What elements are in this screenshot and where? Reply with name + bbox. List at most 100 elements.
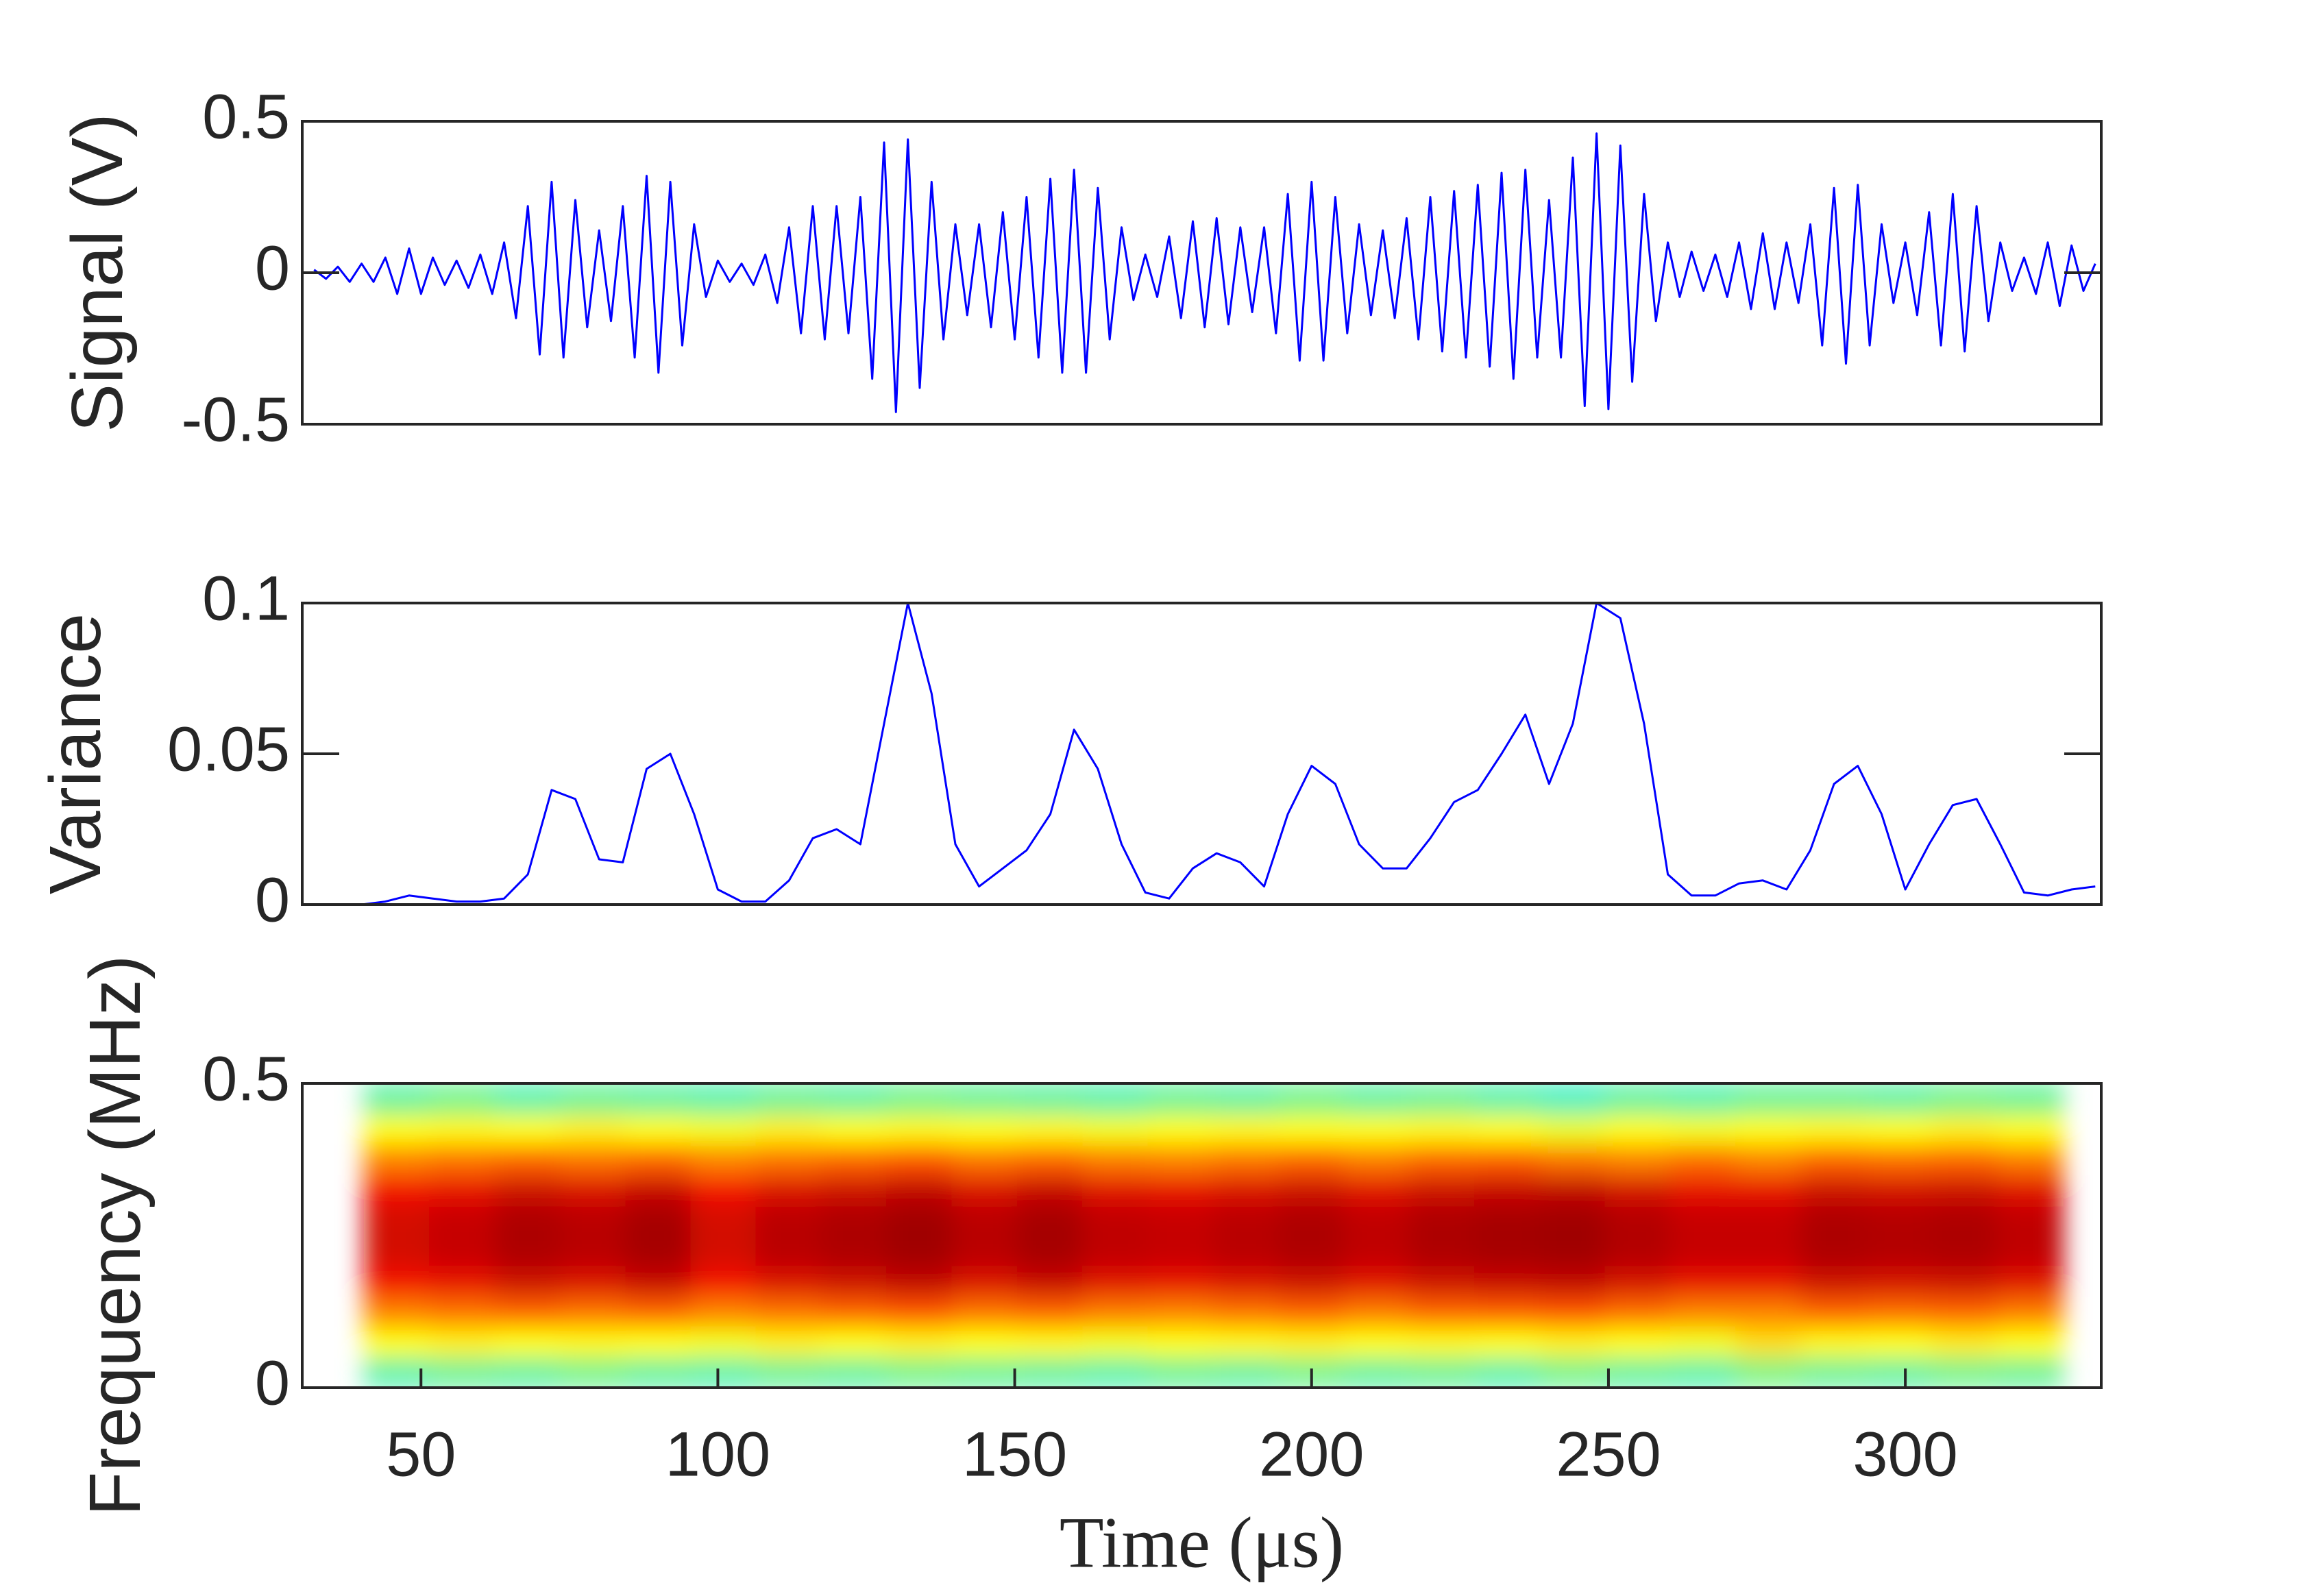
heatmap-cell bbox=[559, 1083, 627, 1115]
heatmap-cell bbox=[363, 1083, 431, 1115]
heatmap-cell bbox=[363, 1326, 431, 1358]
x-tick-label: 250 bbox=[1556, 1419, 1661, 1489]
heatmap-cell bbox=[1735, 1143, 1802, 1176]
heatmap-cell bbox=[1735, 1204, 1802, 1236]
heatmap-cell bbox=[429, 1113, 496, 1145]
heatmap-cell bbox=[1343, 1295, 1410, 1328]
heatmap-cell bbox=[1931, 1083, 1998, 1115]
heatmap-cell bbox=[1212, 1204, 1280, 1236]
heatmap-cell bbox=[1147, 1174, 1214, 1206]
heatmap-cell bbox=[1147, 1295, 1214, 1328]
heatmap bbox=[363, 1083, 2064, 1388]
heatmap-cell bbox=[1082, 1265, 1149, 1297]
heatmap-cell bbox=[1539, 1204, 1606, 1236]
heatmap-cell bbox=[1278, 1143, 1345, 1176]
heatmap-cell bbox=[1800, 1295, 1868, 1328]
heatmap-cell bbox=[494, 1235, 561, 1267]
heatmap-cell bbox=[1408, 1143, 1476, 1176]
heatmap-cell bbox=[1539, 1174, 1606, 1206]
heatmap-cell bbox=[363, 1204, 431, 1236]
heatmap-cell bbox=[1343, 1174, 1410, 1206]
y-tick-label: 0 bbox=[255, 1348, 290, 1418]
heatmap-cell bbox=[1931, 1356, 1998, 1388]
heatmap-cell bbox=[821, 1143, 888, 1176]
heatmap-cell bbox=[1996, 1265, 2064, 1297]
heatmap-cell bbox=[951, 1356, 1018, 1388]
y-tick-label: 0 bbox=[255, 865, 290, 935]
heatmap-cell bbox=[625, 1143, 692, 1176]
heatmap-cell bbox=[690, 1265, 757, 1297]
heatmap-cell bbox=[559, 1174, 627, 1206]
y-tick-label: -0.5 bbox=[181, 384, 290, 454]
heatmap-cell bbox=[1212, 1143, 1280, 1176]
heatmap-cell bbox=[429, 1083, 496, 1115]
heatmap-cell bbox=[1865, 1083, 1933, 1115]
heatmap-cell bbox=[1343, 1326, 1410, 1358]
heatmap-cell bbox=[363, 1235, 431, 1267]
x-tick-label: 300 bbox=[1852, 1419, 1958, 1489]
y-tick-label: 0.5 bbox=[202, 82, 290, 151]
heatmap-cell bbox=[1735, 1113, 1802, 1145]
heatmap-cell bbox=[1539, 1295, 1606, 1328]
heatmap-cell bbox=[559, 1295, 627, 1328]
heatmap-cell bbox=[1278, 1083, 1345, 1115]
heatmap-cell bbox=[1147, 1083, 1214, 1115]
heatmap-cell bbox=[363, 1143, 431, 1176]
heatmap-cell bbox=[886, 1204, 953, 1236]
heatmap-cell bbox=[1996, 1083, 2064, 1115]
heatmap-cell bbox=[1474, 1295, 1541, 1328]
heatmap-cell bbox=[1212, 1265, 1280, 1297]
heatmap-cell bbox=[1931, 1265, 1998, 1297]
heatmap-cell bbox=[1539, 1083, 1606, 1115]
heatmap-cell bbox=[886, 1295, 953, 1328]
heatmap-cell bbox=[951, 1174, 1018, 1206]
heatmap-cell bbox=[1082, 1083, 1149, 1115]
heatmap-cell bbox=[494, 1083, 561, 1115]
heatmap-cell bbox=[1082, 1356, 1149, 1388]
heatmap-cell bbox=[1016, 1265, 1084, 1297]
heatmap-cell bbox=[559, 1356, 627, 1388]
heatmap-cell bbox=[625, 1083, 692, 1115]
heatmap-cell bbox=[1474, 1235, 1541, 1267]
heatmap-cell bbox=[1996, 1326, 2064, 1358]
heatmap-cell bbox=[1800, 1204, 1868, 1236]
heatmap-cell bbox=[1669, 1113, 1737, 1145]
heatmap-cell bbox=[1016, 1326, 1084, 1358]
heatmap-cell bbox=[1343, 1356, 1410, 1388]
heatmap-cell bbox=[1408, 1235, 1476, 1267]
heatmap-cell bbox=[429, 1235, 496, 1267]
heatmap-cell bbox=[1016, 1235, 1084, 1267]
y-axis-label: Signal (V) bbox=[57, 113, 138, 432]
heatmap-cell bbox=[755, 1174, 823, 1206]
heatmap-cell bbox=[625, 1356, 692, 1388]
axes-box bbox=[301, 120, 2103, 426]
heatmap-cell bbox=[1604, 1326, 1672, 1358]
heatmap-cell bbox=[1147, 1235, 1214, 1267]
heatmap-cell bbox=[1865, 1113, 1933, 1145]
data-line bbox=[313, 132, 2096, 413]
heatmap-cell bbox=[429, 1295, 496, 1328]
heatmap-cell bbox=[1735, 1265, 1802, 1297]
heatmap-cell bbox=[1604, 1204, 1672, 1236]
heatmap-cell bbox=[429, 1174, 496, 1206]
heatmap-cell bbox=[1147, 1204, 1214, 1236]
heatmap-cell bbox=[690, 1204, 757, 1236]
heatmap-cell bbox=[1539, 1235, 1606, 1267]
heatmap-cell bbox=[1082, 1235, 1149, 1267]
heatmap-cell bbox=[363, 1113, 431, 1145]
heatmap-cell bbox=[1278, 1265, 1345, 1297]
heatmap-cell bbox=[363, 1295, 431, 1328]
heatmap-cell bbox=[429, 1326, 496, 1358]
heatmap-cell bbox=[1147, 1265, 1214, 1297]
heatmap-cell bbox=[951, 1265, 1018, 1297]
heatmap-cell bbox=[494, 1265, 561, 1297]
heatmap-cell bbox=[494, 1326, 561, 1358]
heatmap-cell bbox=[1016, 1295, 1084, 1328]
heatmap-cell bbox=[821, 1083, 888, 1115]
heatmap-cell bbox=[951, 1235, 1018, 1267]
heatmap-cell bbox=[1669, 1174, 1737, 1206]
heatmap-cell bbox=[429, 1143, 496, 1176]
x-tick-label: 50 bbox=[386, 1419, 456, 1489]
heatmap-cell bbox=[1474, 1265, 1541, 1297]
heatmap-cell bbox=[1016, 1356, 1084, 1388]
